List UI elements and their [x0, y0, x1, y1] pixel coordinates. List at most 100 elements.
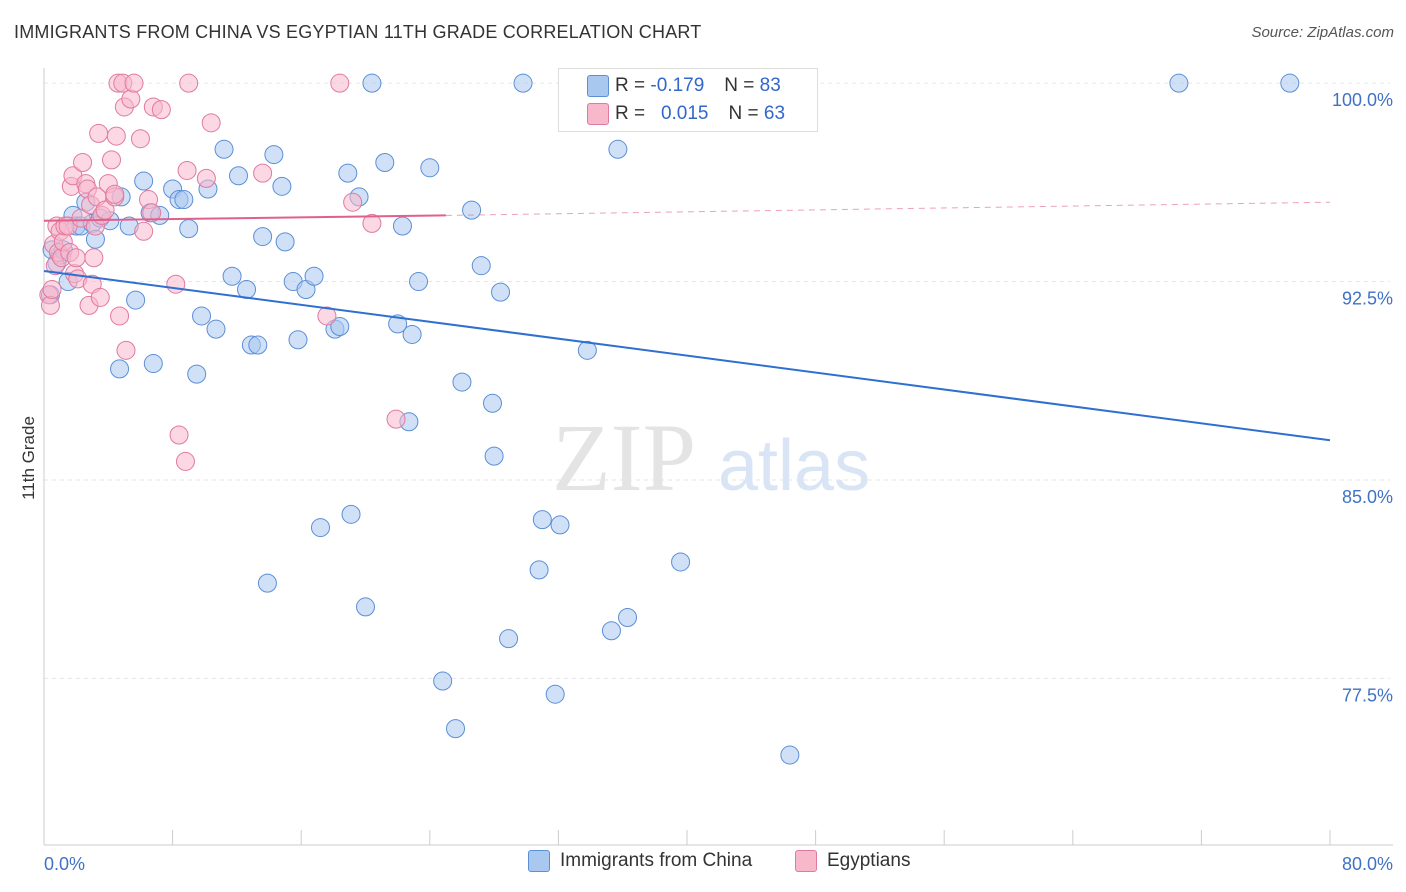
point-china — [174, 190, 194, 210]
point-china — [222, 266, 242, 286]
legend-swatch-egyptians — [587, 103, 609, 125]
point-china — [471, 256, 491, 276]
point-china — [1169, 73, 1189, 93]
point-china — [482, 393, 502, 413]
point-egyptians — [134, 221, 154, 241]
point-china — [529, 560, 549, 580]
point-egyptians — [42, 279, 62, 299]
legend-r-label-egyptians: R = — [615, 103, 646, 124]
series-legend: Immigrants from China Egyptians — [0, 850, 1406, 880]
point-egyptians — [90, 287, 110, 307]
point-china — [513, 73, 533, 93]
legend-r-label-china: R = — [615, 75, 646, 96]
point-china — [248, 335, 268, 355]
point-egyptians — [151, 100, 171, 120]
legend-n-value-china: 83 — [759, 75, 781, 96]
axes — [43, 68, 1393, 846]
tick-labels: 100.0% 92.5% 85.0% 77.5% 0.0% 80.0% — [44, 90, 1393, 874]
point-egyptians — [362, 213, 382, 233]
point-egyptians — [201, 113, 221, 133]
point-china — [179, 219, 199, 239]
point-china — [206, 319, 226, 339]
point-egyptians — [110, 306, 130, 326]
x-tick-label: 0.0% — [44, 854, 85, 874]
point-china — [402, 324, 422, 344]
point-china — [577, 340, 597, 360]
point-china — [433, 671, 453, 691]
trend-lines — [43, 201, 1331, 442]
point-china — [341, 504, 361, 524]
point-china — [1280, 73, 1300, 93]
point-egyptians — [71, 208, 91, 228]
legend-row-china: R = -0.179 N = 83 — [587, 72, 781, 100]
legend-n-value-egyptians: 63 — [763, 103, 786, 124]
point-egyptians — [177, 160, 197, 180]
stats-legend: R = -0.179 N = 83 R = 0.015 N = 63 — [558, 68, 818, 132]
series-swatch-china — [528, 850, 550, 872]
y-tick-label: 92.5% — [1342, 289, 1393, 309]
point-egyptians — [105, 184, 125, 204]
point-china — [375, 153, 395, 173]
watermark: ZIP atlas — [552, 404, 870, 511]
point-egyptians — [196, 168, 216, 188]
legend-r-value-china: -0.179 — [650, 75, 705, 96]
trend-line-china — [43, 269, 1331, 442]
point-china — [229, 166, 249, 186]
x-tick-label: 80.0% — [1342, 854, 1393, 874]
y-tick-label: 100.0% — [1332, 90, 1393, 110]
point-egyptians — [124, 73, 144, 93]
point-china — [134, 171, 154, 191]
point-egyptians — [317, 306, 337, 326]
point-china — [446, 719, 466, 739]
point-egyptians — [175, 451, 195, 471]
point-china — [392, 216, 412, 236]
point-egyptians — [169, 425, 189, 445]
point-egyptians — [166, 274, 186, 294]
trend-line-egyptians — [43, 214, 446, 222]
series-legend-egyptians[interactable]: Egyptians — [795, 850, 910, 872]
point-china — [671, 552, 691, 572]
point-egyptians — [343, 192, 363, 212]
point-egyptians — [66, 248, 86, 268]
trend-line-egyptians-extension — [445, 201, 1331, 216]
watermark-zip: ZIP — [552, 404, 696, 511]
point-china — [257, 573, 277, 593]
point-china — [452, 372, 472, 392]
point-china — [192, 306, 212, 326]
point-china — [420, 158, 440, 178]
point-china — [330, 317, 350, 337]
point-egyptians — [89, 123, 109, 143]
y-axis-label: 11th Grade — [19, 416, 38, 500]
y-tick-label: 77.5% — [1342, 685, 1393, 705]
point-china — [110, 359, 130, 379]
point-china — [264, 145, 284, 165]
point-china — [253, 227, 273, 247]
series-legend-china[interactable]: Immigrants from China — [528, 850, 752, 872]
point-china — [388, 314, 408, 334]
point-china — [780, 745, 800, 765]
point-china — [237, 279, 257, 299]
legend-row-egyptians: R = 0.015 N = 63 — [587, 100, 786, 128]
series-swatch-egyptians — [795, 850, 817, 872]
point-china — [491, 282, 511, 302]
chart-title: IMMIGRANTS FROM CHINA VS EGYPTIAN 11TH G… — [14, 22, 702, 42]
point-china — [214, 139, 234, 159]
point-china — [499, 629, 519, 649]
data-points — [39, 73, 1300, 765]
point-china — [618, 608, 638, 628]
y-tick-label: 85.0% — [1342, 487, 1393, 507]
point-egyptians — [121, 89, 141, 109]
point-egyptians — [142, 203, 162, 223]
point-china — [126, 290, 146, 310]
point-china — [608, 139, 628, 159]
point-egyptians — [179, 73, 199, 93]
point-egyptians — [130, 129, 150, 149]
point-china — [409, 272, 429, 292]
watermark-atlas: atlas — [718, 426, 870, 506]
series-legend-label-china: Immigrants from China — [560, 850, 753, 871]
point-china — [143, 354, 163, 374]
point-china — [356, 597, 375, 617]
point-china — [532, 510, 552, 530]
point-china — [187, 364, 207, 384]
point-china — [275, 232, 295, 252]
